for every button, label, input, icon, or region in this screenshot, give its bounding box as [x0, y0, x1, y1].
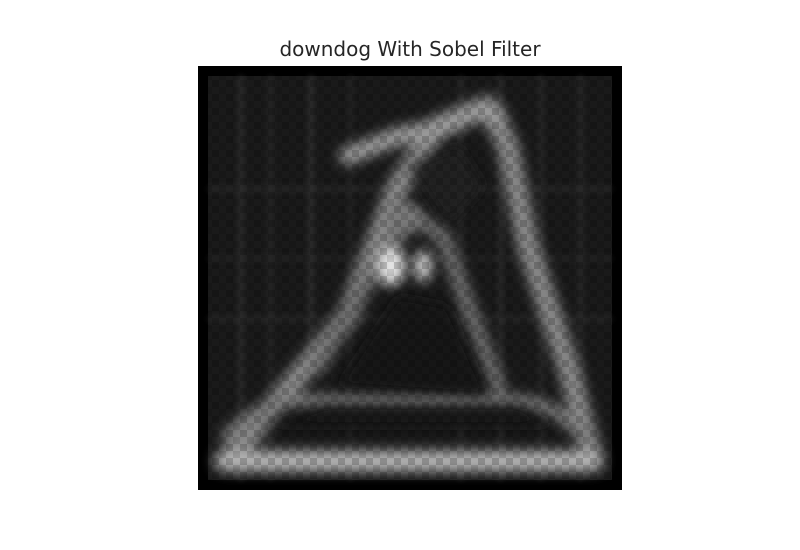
plot-title: downdog With Sobel Filter	[279, 37, 541, 61]
sobel-filter-image	[198, 66, 622, 490]
sobel-edge-image-icon	[208, 76, 612, 480]
